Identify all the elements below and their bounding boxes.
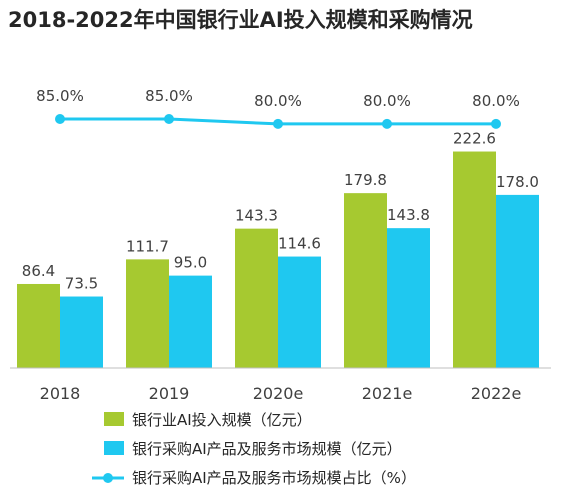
share-value-label: 85.0% — [145, 87, 193, 105]
legend-label-procurement: 银行采购AI产品及服务市场规模（亿元） — [132, 440, 402, 458]
legend: 银行业AI投入规模（亿元） 银行采购AI产品及服务市场规模（亿元） 银行采购AI产品… — [92, 411, 416, 487]
bar-2019-procurement — [169, 275, 212, 368]
value-label: 114.6 — [278, 235, 321, 253]
legend-marker-share — [103, 473, 113, 483]
legend-swatch-ai-investment — [104, 412, 124, 426]
x-tick-label: 2022e — [471, 384, 522, 403]
bar-2019-ai-investment — [126, 259, 169, 368]
line-series-group — [55, 114, 501, 129]
x-tick-label: 2021e — [362, 384, 413, 403]
bars-group — [17, 151, 539, 368]
share-point — [491, 118, 501, 129]
x-tick-label: 2018 — [40, 384, 81, 403]
bar-2022e-procurement — [496, 194, 539, 368]
value-label: 178.0 — [496, 173, 539, 191]
chart-title: 2018-2022年中国银行业AI投入规模和采购情况 — [8, 8, 473, 32]
value-label: 179.8 — [344, 171, 387, 189]
bar-2021e-procurement — [387, 228, 430, 368]
x-tick-labels: 2018 2019 2020e 2021e 2022e — [40, 384, 522, 403]
x-tick-label: 2019 — [149, 384, 190, 403]
share-value-label: 80.0% — [254, 92, 302, 110]
legend-label-share: 银行采购AI产品及服务市场规模占比（%） — [132, 469, 416, 487]
share-point — [382, 118, 392, 129]
value-label: 143.8 — [387, 206, 430, 224]
legend-swatch-procurement — [104, 441, 124, 455]
value-label: 111.7 — [126, 237, 169, 255]
share-value-label: 80.0% — [363, 92, 411, 110]
share-value-label: 80.0% — [472, 92, 520, 110]
value-label: 73.5 — [65, 275, 98, 293]
bar-2018-procurement — [60, 296, 103, 368]
share-point — [55, 114, 65, 124]
x-tick-label: 2020e — [253, 384, 304, 403]
bar-2020e-procurement — [278, 256, 321, 368]
bar-2018-ai-investment — [17, 283, 60, 368]
value-label: 95.0 — [174, 254, 207, 272]
share-value-label: 85.0% — [36, 87, 84, 105]
bar-2021e-ai-investment — [344, 193, 387, 368]
value-label: 86.4 — [22, 262, 55, 280]
share-point — [273, 118, 283, 129]
value-label: 143.3 — [235, 207, 278, 225]
value-label: 222.6 — [453, 130, 496, 148]
bar-2022e-ai-investment — [453, 151, 496, 368]
legend-label-ai-investment: 银行业AI投入规模（亿元） — [132, 411, 312, 429]
bar-2020e-ai-investment — [235, 228, 278, 368]
share-point — [164, 114, 174, 124]
